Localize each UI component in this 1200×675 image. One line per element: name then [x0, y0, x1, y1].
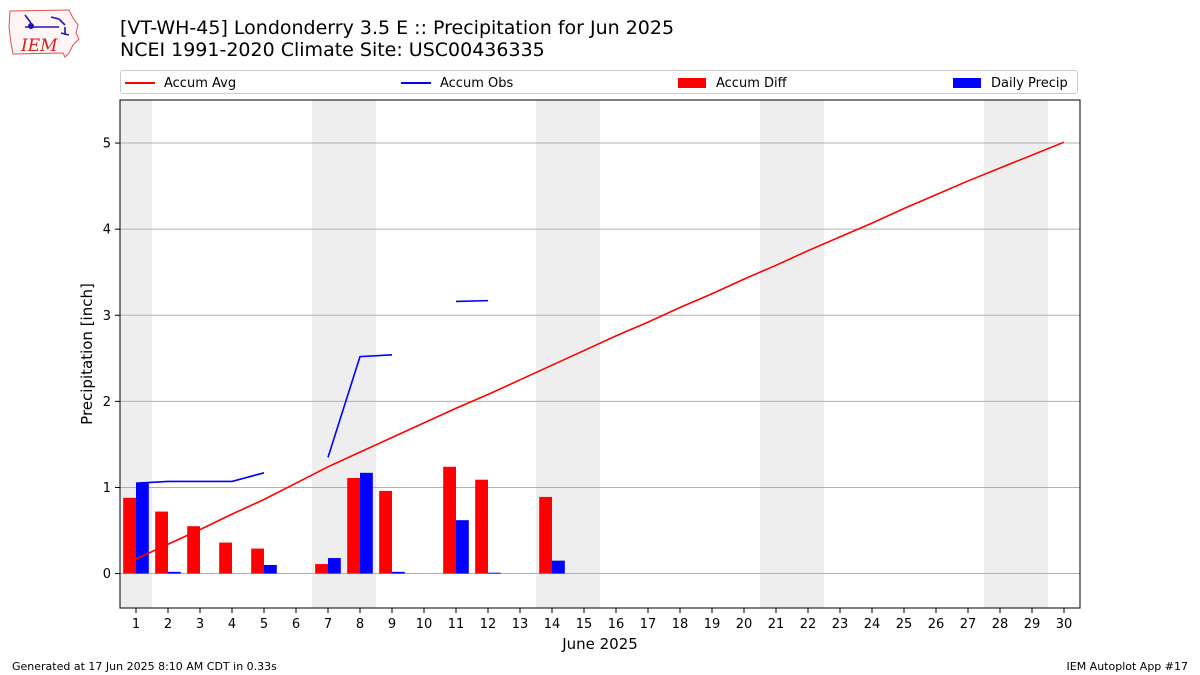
- daily-precip-bar: [328, 558, 341, 574]
- plot-frame: [119, 99, 1081, 609]
- x-tick-label: 17: [640, 617, 657, 632]
- accum-diff-bar: [251, 548, 264, 574]
- legend-accum-diff-swatch: [678, 78, 706, 88]
- legend-accum-avg-swatch: [125, 82, 155, 84]
- x-tick-label: 28: [992, 617, 1009, 632]
- daily-precip-bar: [168, 571, 181, 574]
- x-tick-label: 12: [480, 617, 497, 632]
- x-tick-label: 26: [928, 617, 945, 632]
- y-tick-label: 1: [103, 481, 111, 496]
- weekend-band: [984, 100, 1048, 608]
- title-line-1: [VT-WH-45] Londonderry 3.5 E :: Precipit…: [120, 17, 675, 39]
- x-tick-label: 1: [132, 617, 140, 632]
- y-tick-label: 2: [103, 395, 111, 410]
- x-tick-label: 25: [896, 617, 913, 632]
- legend-accum-obs-swatch: [401, 82, 431, 84]
- legend-accum-avg-label: Accum Avg: [164, 75, 237, 91]
- daily-precip-bar: [392, 571, 405, 574]
- x-tick-label: 18: [672, 617, 689, 632]
- x-axis-label: June 2025: [561, 635, 638, 653]
- x-tick-label: 19: [704, 617, 721, 632]
- legend-accum-diff-label: Accum Diff: [716, 75, 787, 91]
- accum-diff-bar: [187, 526, 200, 574]
- title-line-2: NCEI 1991-2020 Climate Site: USC00436335: [120, 39, 545, 61]
- y-tick-label: 3: [103, 309, 111, 324]
- x-tick-label: 23: [832, 617, 849, 632]
- accum-diff-bar: [347, 477, 360, 574]
- x-tick-label: 3: [196, 617, 204, 632]
- x-tick-label: 6: [292, 617, 300, 632]
- accum-obs-line: [135, 472, 265, 484]
- x-tick-label: 15: [576, 617, 593, 632]
- accum-diff-bar: [475, 479, 488, 574]
- accum-obs-line: [327, 354, 393, 458]
- x-tick-label: 24: [864, 617, 881, 632]
- x-tick-label: 22: [800, 617, 817, 632]
- x-tick-label: 29: [1024, 617, 1041, 632]
- y-tick-label: 4: [103, 223, 111, 238]
- legend-daily-precip: Daily Precip: [953, 74, 1068, 92]
- logo-text: IEM: [20, 36, 58, 56]
- accum-diff-bar: [315, 564, 328, 574]
- legend-accum-obs: Accum Obs: [401, 74, 513, 92]
- y-axis-label: Precipitation [inch]: [78, 283, 96, 425]
- accum-diff-bar: [123, 497, 136, 574]
- y-tick-label: 5: [103, 137, 111, 152]
- x-tick-label: 8: [356, 617, 364, 632]
- accum-diff-bar: [219, 542, 232, 574]
- x-tick-label: 10: [416, 617, 433, 632]
- daily-precip-bar: [136, 483, 149, 574]
- daily-precip-bar: [360, 472, 373, 574]
- daily-precip-bar: [552, 560, 565, 574]
- legend-accum-avg: Accum Avg: [125, 74, 236, 92]
- chart-title: [VT-WH-45] Londonderry 3.5 E :: Precipit…: [120, 17, 674, 61]
- footer-app: IEM Autoplot App #17: [1066, 660, 1189, 673]
- x-tick-label: 20: [736, 617, 753, 632]
- chart-legend: Accum Avg Accum Obs Accum Diff Daily Pre…: [120, 70, 1078, 94]
- x-tick-label: 14: [544, 617, 561, 632]
- daily-precip-bar: [488, 572, 501, 574]
- legend-daily-precip-swatch: [953, 78, 981, 88]
- weekend-band: [760, 100, 824, 608]
- x-tick-label: 4: [228, 617, 236, 632]
- legend-accum-diff: Accum Diff: [678, 74, 787, 92]
- daily-precip-bar: [456, 520, 469, 574]
- daily-precip-bar: [264, 564, 277, 574]
- x-tick-label: 2: [164, 617, 172, 632]
- x-tick-label: 5: [260, 617, 268, 632]
- x-tick-label: 30: [1056, 617, 1073, 632]
- y-tick-label: 0: [103, 567, 111, 582]
- iem-logo: IEM: [8, 9, 80, 58]
- accum-diff-bar: [443, 466, 456, 574]
- accum-diff-bar: [539, 496, 552, 574]
- x-tick-label: 27: [960, 617, 977, 632]
- legend-accum-obs-label: Accum Obs: [440, 75, 514, 91]
- x-tick-label: 11: [448, 617, 465, 632]
- footer-generated: Generated at 17 Jun 2025 8:10 AM CDT in …: [12, 660, 277, 673]
- x-tick-label: 21: [768, 617, 785, 632]
- accum-obs-line: [455, 299, 489, 303]
- x-tick-label: 16: [608, 617, 625, 632]
- accum-diff-bar: [379, 490, 392, 574]
- x-tick-label: 13: [512, 617, 529, 632]
- legend-daily-precip-label: Daily Precip: [991, 75, 1068, 91]
- accum-diff-bar: [155, 511, 168, 574]
- x-tick-label: 9: [388, 617, 396, 632]
- x-tick-label: 7: [324, 617, 332, 632]
- accum-avg-line: [135, 141, 1065, 560]
